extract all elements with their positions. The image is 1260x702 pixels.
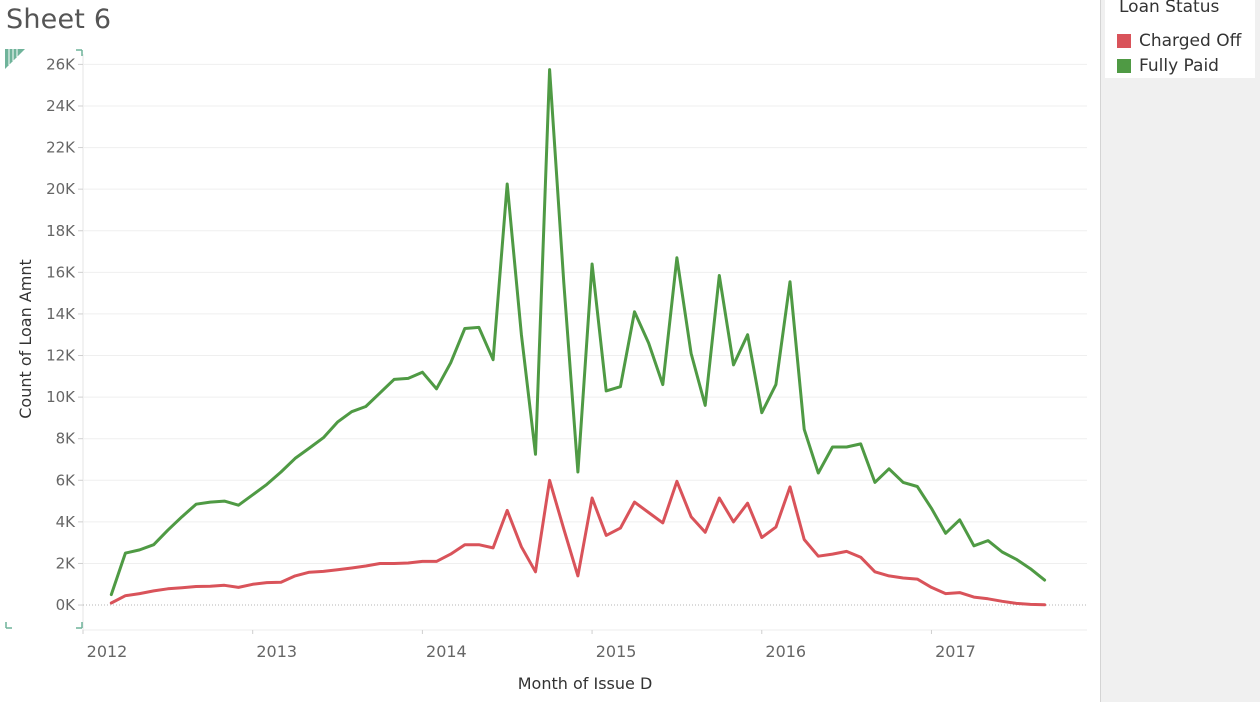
legend: Loan Status Charged Off Fully Paid xyxy=(1105,0,1255,78)
legend-label: Charged Off xyxy=(1139,31,1242,51)
sheet-corner-icon xyxy=(5,49,25,69)
y-tick-label: 16K xyxy=(46,263,76,281)
sheet-title: Sheet 6 xyxy=(6,4,112,35)
legend-swatch-charged-off xyxy=(1117,34,1131,48)
y-tick-label: 6K xyxy=(56,471,77,489)
y-tick-label: 14K xyxy=(46,305,76,323)
x-tick-label: 2016 xyxy=(765,642,806,661)
y-tick-label: 2K xyxy=(56,554,77,572)
y-axis-title: Count of Loan Amnt xyxy=(16,259,35,419)
y-tick-label: 12K xyxy=(46,347,76,365)
y-tick-label: 22K xyxy=(46,139,76,157)
pane-corner-bracket xyxy=(76,49,83,56)
line-chart: 0K 2K 4K 6K 8K 10K 12K 14K 16K 18K 20K 22K 24K 26K 20… xyxy=(5,49,1087,693)
y-tick-label: 26K xyxy=(46,55,76,73)
x-tick-label: 2014 xyxy=(426,642,467,661)
x-axis-title: Month of Issue D xyxy=(518,674,653,693)
series-layer xyxy=(109,68,1047,607)
y-tick-label: 8K xyxy=(56,430,77,448)
x-tick-label: 2015 xyxy=(596,642,637,661)
pane-corner-bracket xyxy=(5,622,12,629)
y-axis-ticks: 0K 2K 4K 6K 8K 10K 12K 14K 16K 18K 20K 22K 24K 26K xyxy=(46,55,83,614)
x-axis-ticks: 2012 2013 2014 2015 2016 2017 xyxy=(82,630,976,661)
x-tick-label: 2017 xyxy=(935,642,976,661)
pane-corner-bracket xyxy=(76,622,83,629)
y-tick-label: 10K xyxy=(46,388,76,406)
legend-label: Fully Paid xyxy=(1139,56,1219,76)
x-tick-label: 2012 xyxy=(87,642,128,661)
legend-title: Loan Status xyxy=(1119,0,1220,17)
gridlines xyxy=(83,63,1087,606)
x-tick-label: 2013 xyxy=(256,642,297,661)
legend-swatch-fully-paid xyxy=(1117,59,1131,73)
y-tick-label: 18K xyxy=(46,222,76,240)
y-tick-label: 4K xyxy=(56,513,77,531)
pane-frame xyxy=(5,49,1087,631)
y-tick-label: 0K xyxy=(56,596,77,614)
series-line-fully-paid[interactable] xyxy=(109,68,1047,597)
y-tick-label: 20K xyxy=(46,180,76,198)
legend-panel: Loan Status Charged Off Fully Paid xyxy=(1100,0,1260,702)
legend-item-fully-paid[interactable]: Fully Paid xyxy=(1117,56,1219,76)
series-line-charged-off[interactable] xyxy=(109,478,1047,607)
y-tick-label: 24K xyxy=(46,97,76,115)
legend-item-charged-off[interactable]: Charged Off xyxy=(1117,31,1241,51)
